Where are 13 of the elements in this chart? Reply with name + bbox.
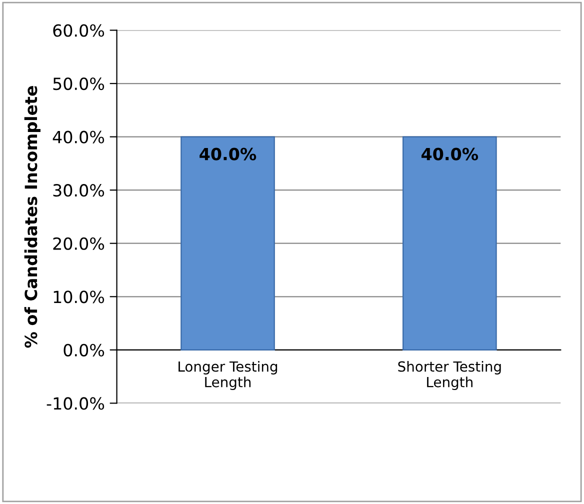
y-tick-label: 50.0%	[53, 77, 104, 90]
y-tick-label: -10.0%	[46, 397, 104, 410]
data-label: 40.0%	[200, 148, 256, 160]
y-axis-title: % of Candidates Incomplete	[24, 86, 40, 348]
x-tick-label: Shorter Testing Length	[398, 361, 501, 390]
y-tick-label: 20.0%	[53, 237, 104, 250]
y-tick-label: 0.0%	[64, 344, 104, 356]
x-tick-label: Longer Testing Length	[178, 361, 278, 390]
y-tick-label: 30.0%	[53, 184, 104, 197]
y-tick-label: 60.0%	[53, 24, 104, 37]
y-tick-label: 10.0%	[54, 290, 104, 304]
y-tick-label: 40.0%	[52, 130, 104, 144]
data-label: 40.0%	[422, 148, 478, 160]
